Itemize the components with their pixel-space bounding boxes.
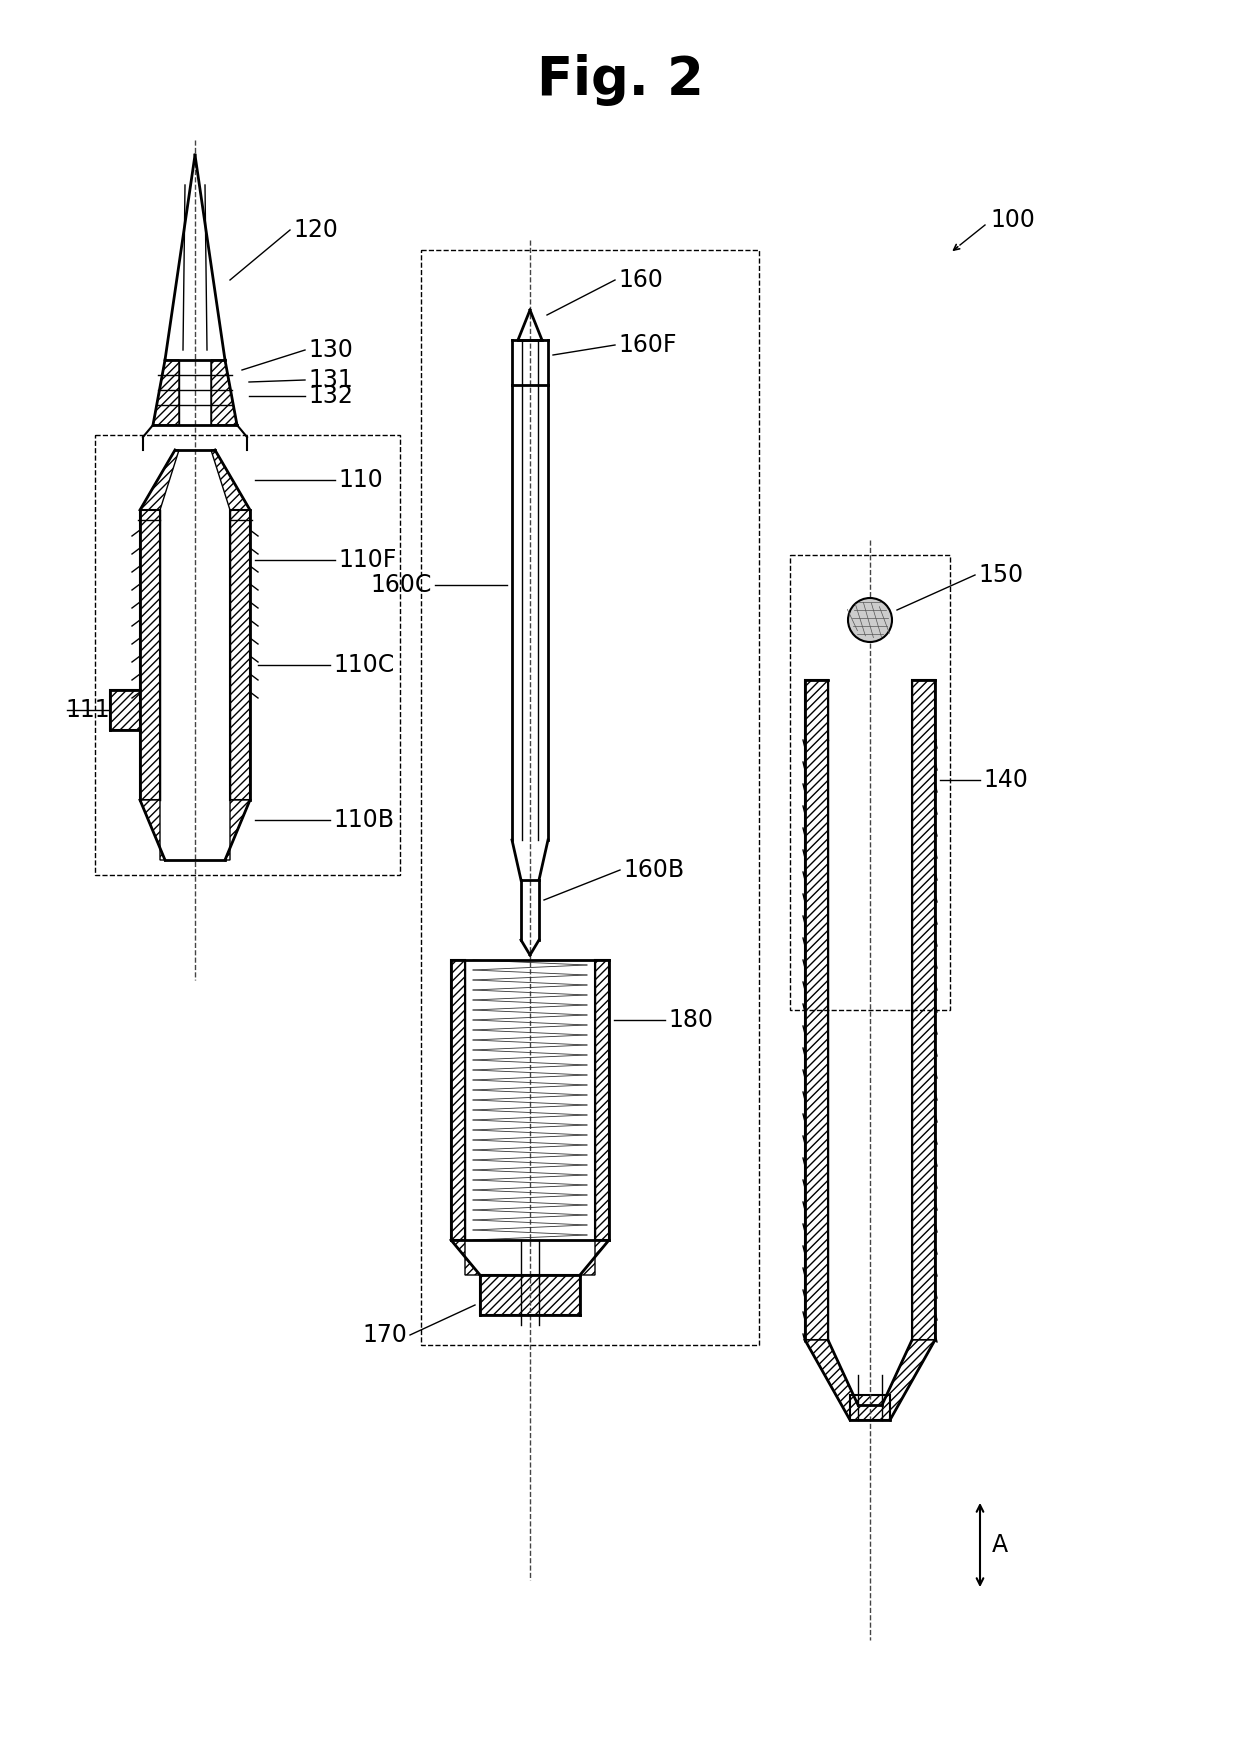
Bar	[422, 250, 759, 1345]
Bar	[805, 681, 828, 1340]
Polygon shape	[805, 1340, 858, 1419]
Text: 110F: 110F	[339, 548, 397, 571]
Text: 160B: 160B	[622, 859, 684, 882]
Text: 160: 160	[618, 268, 663, 293]
Text: 120: 120	[293, 219, 337, 242]
Text: 110B: 110B	[334, 807, 394, 832]
Bar	[911, 681, 935, 1340]
Polygon shape	[153, 360, 179, 425]
Polygon shape	[882, 1340, 935, 1419]
Bar	[110, 689, 140, 730]
Text: 110: 110	[339, 467, 383, 492]
Polygon shape	[224, 800, 250, 860]
Text: 100: 100	[990, 208, 1035, 233]
Text: Fig. 2: Fig. 2	[537, 55, 703, 106]
Bar	[451, 961, 465, 1239]
Bar	[95, 435, 401, 874]
Text: 130: 130	[308, 338, 353, 361]
Bar	[140, 510, 160, 800]
Bar	[790, 555, 950, 1010]
Text: 111: 111	[64, 698, 109, 723]
Text: 132: 132	[308, 384, 353, 407]
Text: 180: 180	[668, 1008, 713, 1031]
Polygon shape	[211, 450, 250, 510]
Bar	[595, 961, 609, 1239]
Bar	[849, 1395, 890, 1419]
Text: 170: 170	[362, 1322, 407, 1347]
Polygon shape	[140, 800, 165, 860]
Circle shape	[848, 598, 892, 642]
Bar	[229, 510, 250, 800]
Polygon shape	[580, 1239, 609, 1275]
Polygon shape	[211, 360, 237, 425]
Text: 160F: 160F	[618, 333, 677, 356]
Text: 131: 131	[308, 368, 352, 391]
Polygon shape	[140, 450, 179, 510]
Text: 140: 140	[983, 769, 1028, 792]
Polygon shape	[451, 1239, 480, 1275]
Text: 160C: 160C	[371, 573, 432, 598]
Text: A: A	[992, 1534, 1008, 1557]
Text: 110C: 110C	[334, 652, 394, 677]
Text: 150: 150	[978, 562, 1023, 587]
Bar	[480, 1275, 580, 1315]
